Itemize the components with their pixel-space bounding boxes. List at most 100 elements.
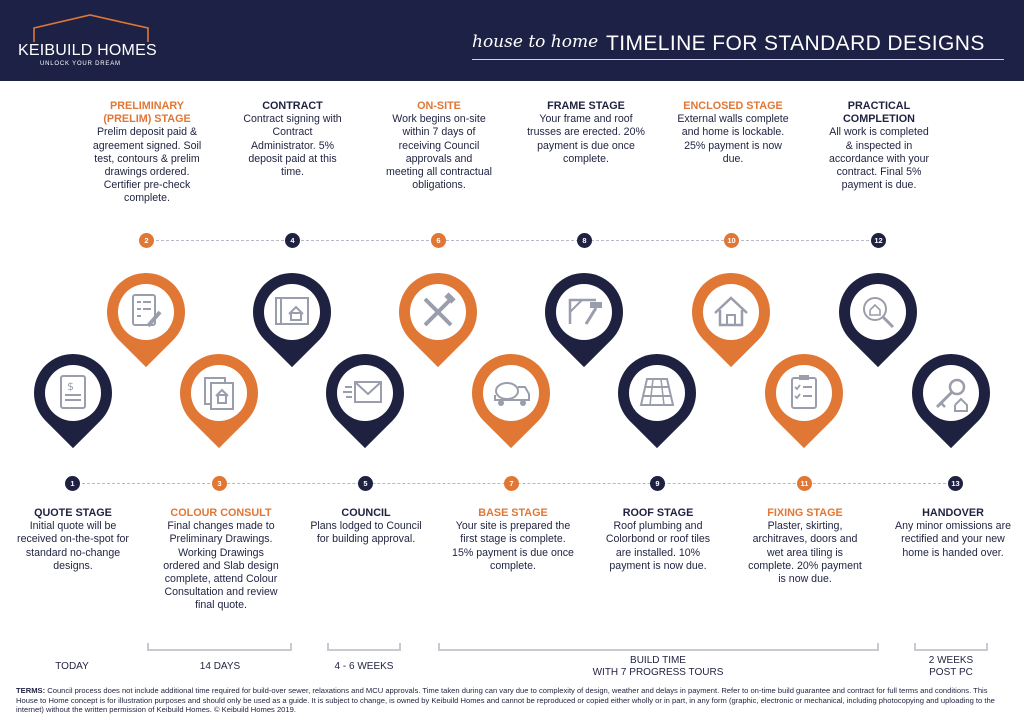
- stage-title: FRAME STAGE: [547, 100, 625, 112]
- duration-bracket-build: [438, 643, 879, 651]
- stage-title: CONTRACT: [262, 100, 323, 112]
- stage-8-pin: [528, 256, 640, 369]
- roof-logo-icon: [33, 14, 149, 42]
- clipboard-checklist-icon: [791, 375, 817, 409]
- title-script: house to home: [472, 32, 599, 52]
- step-number-10: 10: [724, 233, 739, 248]
- step-number-13: 13: [948, 476, 963, 491]
- stage-title: ROOF STAGE: [622, 507, 694, 519]
- stage-12-pin: [822, 256, 934, 369]
- stage-5-pin: [309, 337, 421, 450]
- stage-title: COUNCIL: [341, 507, 391, 519]
- stage-7-text: BASE STAGE Your site is prepared the fir…: [452, 507, 574, 573]
- stage-description: Final changes made to Preliminary Drawin…: [163, 520, 279, 612]
- stage-title: PRELIMINARY (PRELIM) STAGE: [103, 100, 191, 126]
- stage-9-text: ROOF STAGE Roof plumbing and Colorbond o…: [598, 507, 718, 573]
- envelope-icon: [343, 381, 382, 403]
- stage-10-pin: [675, 256, 787, 369]
- stage-13-text: HANDOVER Any minor omissions are rectifi…: [894, 507, 1012, 560]
- stage-10-text: ENCLOSED STAGE External walls complete a…: [674, 100, 792, 166]
- step-number-11: 11: [797, 476, 812, 491]
- stage-11-pin: [748, 337, 860, 450]
- page-title: TIMELINE FOR STANDARD DESIGNS: [606, 32, 985, 55]
- stage-description: Roof plumbing and Colorbond or roof tile…: [605, 520, 711, 572]
- stage-4-text: CONTRACT Contract signing with Contract …: [240, 100, 345, 179]
- step-number-6: 6: [431, 233, 446, 248]
- header-banner: KEIBUILD HOMES UNLOCK YOUR DREAM house t…: [0, 0, 1024, 81]
- stage-description: Prelim deposit paid & agreement signed. …: [92, 126, 202, 205]
- duration-today: TODAY: [55, 661, 89, 672]
- duration-bracket-14-days: [147, 643, 292, 651]
- svg-text:$: $: [67, 380, 74, 393]
- stage-7-pin: [455, 337, 567, 450]
- step-number-3: 3: [212, 476, 227, 491]
- roof-tiles-icon: [639, 378, 675, 406]
- stage-description: Contract signing with Contract Administr…: [243, 113, 342, 179]
- duration-bracket-council: [327, 643, 401, 651]
- house-drawings-icon: [204, 377, 234, 410]
- stage-8-text: FRAME STAGE Your frame and roof trusses …: [526, 100, 646, 166]
- stage-1-pin: $: [17, 337, 129, 450]
- concrete-truck-icon: [494, 382, 530, 406]
- duration-4-6-weeks: 4 - 6 WEEKS: [334, 661, 394, 672]
- brand-logo: KEIBUILD HOMES UNLOCK YOUR DREAM: [18, 14, 168, 70]
- blueprint-icon: [275, 297, 309, 325]
- terms-label: TERMS:: [16, 686, 46, 695]
- duration-14-days: 14 DAYS: [199, 661, 241, 672]
- stage-9-pin: [601, 337, 713, 450]
- checklist-pencil-icon: [132, 294, 162, 328]
- top-timeline-line: [146, 240, 879, 241]
- stage-13-pin: [895, 337, 1007, 450]
- stage-description: All work is completed & inspected in acc…: [828, 126, 930, 192]
- step-number-7: 7: [504, 476, 519, 491]
- duration-build-time: BUILD TIME WITH 7 PROGRESS TOURS: [568, 655, 748, 679]
- house-magnifier-icon: [863, 297, 895, 329]
- step-number-1: 1: [65, 476, 80, 491]
- stage-2-pin: [90, 256, 202, 369]
- stage-11-text: FIXING STAGE Plaster, skirting, architra…: [746, 507, 864, 586]
- stage-4-pin: [236, 256, 348, 369]
- quote-document-icon: $: [60, 375, 86, 409]
- stage-title: QUOTE STAGE: [34, 507, 112, 519]
- stage-description: Initial quote will be received on-the-sp…: [17, 520, 129, 572]
- duration-build-line2: WITH 7 PROGRESS TOURS: [592, 667, 724, 678]
- stage-3-text: COLOUR CONSULT Final changes made to Pre…: [160, 507, 282, 613]
- duration-post-pc-line2: POST PC: [929, 667, 973, 678]
- house-key-icon: [935, 378, 968, 412]
- stage-3-pin: [163, 337, 275, 450]
- duration-post-pc-line1: 2 WEEKS: [928, 655, 974, 666]
- stage-1-text: QUOTE STAGE Initial quote will be receiv…: [14, 507, 132, 573]
- terms-footnote: TERMS: Council process does not include …: [16, 686, 1011, 715]
- stage-6-text: ON-SITE Work begins on-site within 7 day…: [386, 100, 492, 192]
- frame-hammer-icon: [568, 298, 602, 325]
- stage-title: ENCLOSED STAGE: [683, 100, 783, 112]
- terms-text: Council process does not include additio…: [16, 686, 995, 715]
- step-number-5: 5: [358, 476, 373, 491]
- stage-description: Plaster, skirting, architraves, doors an…: [748, 520, 862, 586]
- stage-12-text: PRACTICAL COMPLETION All work is complet…: [826, 100, 932, 192]
- stage-description: Your frame and roof trusses are erected.…: [527, 113, 645, 165]
- duration-build-line1: BUILD TIME: [630, 655, 686, 666]
- step-number-8: 8: [577, 233, 592, 248]
- stage-title: ON-SITE: [417, 100, 461, 112]
- brand-name: KEIBUILD HOMES: [18, 42, 157, 59]
- stage-description: Your site is prepared the first stage is…: [452, 520, 574, 572]
- stage-5-text: COUNCIL Plans lodged to Council for buil…: [310, 507, 422, 547]
- stage-description: External walls complete and home is lock…: [677, 113, 789, 165]
- stage-title: HANDOVER: [922, 507, 984, 519]
- title-underline: [472, 59, 1004, 60]
- step-number-2: 2: [139, 233, 154, 248]
- stage-description: Work begins on-site within 7 days of rec…: [386, 113, 492, 192]
- tools-icon: [423, 292, 456, 327]
- stage-title: BASE STAGE: [478, 507, 548, 519]
- step-number-9: 9: [650, 476, 665, 491]
- stage-title: COLOUR CONSULT: [170, 507, 272, 519]
- house-icon: [714, 296, 748, 327]
- stage-title: FIXING STAGE: [767, 507, 843, 519]
- stage-2-text: PRELIMINARY (PRELIM) STAGE Prelim deposi…: [92, 100, 202, 206]
- step-number-4: 4: [285, 233, 300, 248]
- stage-title: PRACTICAL COMPLETION: [843, 100, 915, 126]
- stage-description: Plans lodged to Council for building app…: [310, 520, 422, 546]
- stage-description: Any minor omissions are rectified and yo…: [895, 520, 1011, 559]
- step-number-12: 12: [871, 233, 886, 248]
